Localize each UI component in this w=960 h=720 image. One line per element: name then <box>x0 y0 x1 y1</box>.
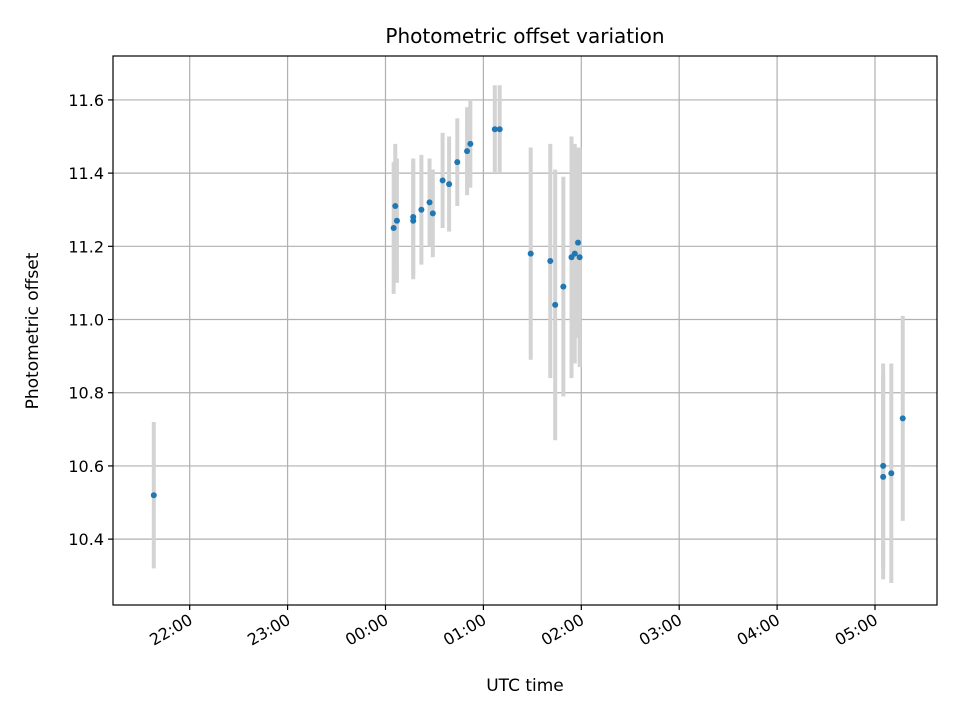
data-point <box>439 177 446 184</box>
data-points <box>150 126 906 499</box>
data-point <box>880 473 887 480</box>
chart-title: Photometric offset variation <box>385 24 664 48</box>
data-point <box>496 126 503 133</box>
y-tick-label: 11.2 <box>68 237 104 256</box>
data-point <box>576 254 583 261</box>
data-point <box>571 250 578 257</box>
data-point <box>527 250 534 257</box>
y-tick-label: 10.6 <box>68 457 104 476</box>
data-point <box>393 217 400 224</box>
data-point <box>390 225 397 232</box>
data-point <box>880 462 887 469</box>
data-point <box>392 203 399 210</box>
data-point <box>888 470 895 477</box>
y-tick-label: 10.4 <box>68 530 104 549</box>
y-tick-label: 10.8 <box>68 384 104 403</box>
data-point <box>547 257 554 264</box>
data-point <box>446 181 453 188</box>
plot-area <box>113 56 937 605</box>
data-point <box>560 283 567 290</box>
data-point <box>426 199 433 206</box>
data-point <box>467 140 474 147</box>
plot-frame <box>112 55 938 606</box>
data-point <box>410 217 417 224</box>
y-tick-label: 11.0 <box>68 311 104 330</box>
data-point <box>491 126 498 133</box>
data-point <box>454 159 461 166</box>
data-point <box>429 210 436 217</box>
y-tick-label: 11.6 <box>68 91 104 110</box>
data-point <box>899 415 906 422</box>
y-tick-label: 11.4 <box>68 164 104 183</box>
data-point <box>464 148 471 155</box>
y-axis-label: Photometric offset <box>23 252 43 409</box>
grid-lines <box>113 56 937 605</box>
data-point <box>418 206 425 213</box>
data-point <box>150 492 157 499</box>
data-point <box>552 301 559 308</box>
data-point <box>575 239 582 246</box>
x-axis-label: UTC time <box>486 676 564 696</box>
